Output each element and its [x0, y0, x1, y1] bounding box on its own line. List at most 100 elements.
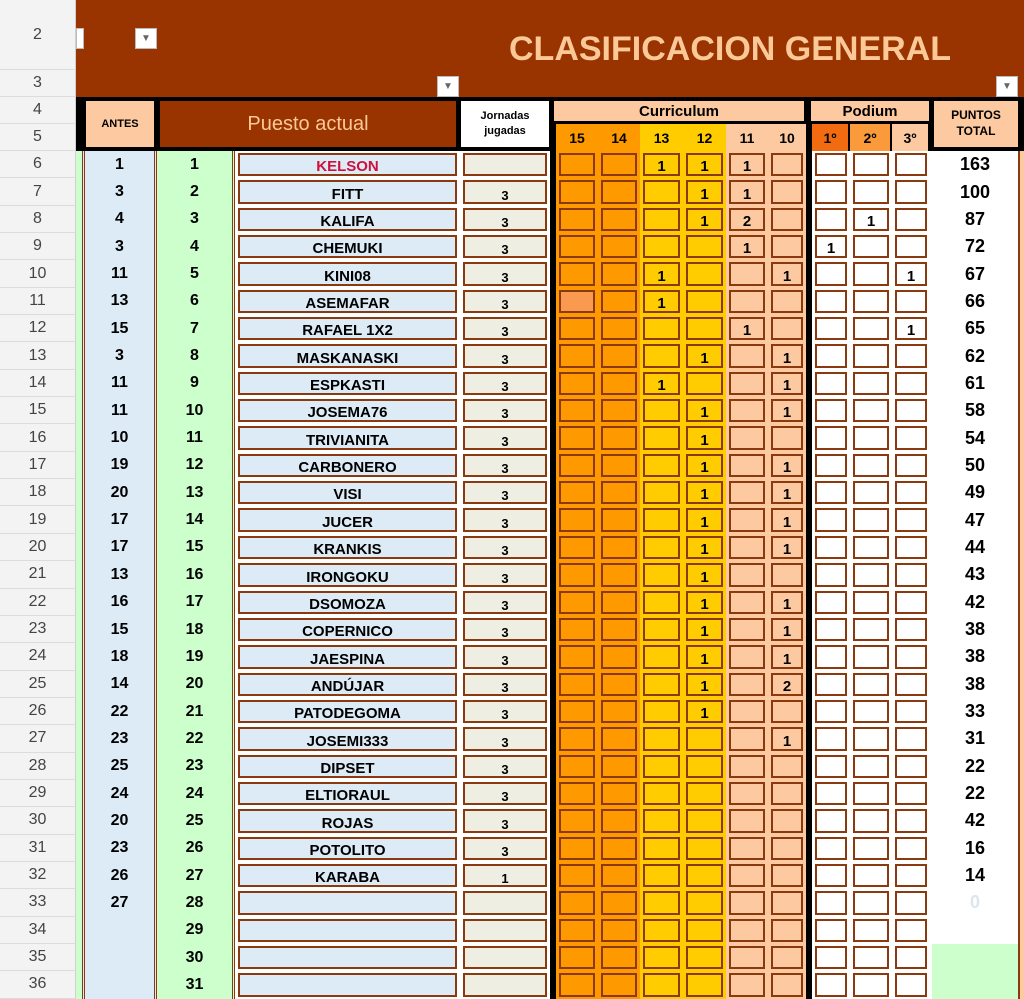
curriculum-cell[interactable]: [598, 342, 640, 370]
podium-cell[interactable]: [812, 451, 850, 480]
curriculum-cell[interactable]: [556, 233, 598, 261]
podium-cell[interactable]: [850, 943, 892, 972]
puesto-cell[interactable]: 13: [157, 479, 235, 507]
podium-cell[interactable]: [812, 151, 850, 179]
podium-cell[interactable]: [850, 697, 892, 726]
curriculum-cell[interactable]: [640, 670, 683, 698]
curriculum-cell[interactable]: [768, 233, 806, 261]
puesto-cell[interactable]: 24: [157, 779, 235, 808]
curriculum-cell[interactable]: [640, 533, 683, 562]
podium-cell[interactable]: [850, 451, 892, 480]
podium-cell[interactable]: [892, 943, 930, 972]
row-header[interactable]: 13: [0, 342, 76, 370]
jornadas-cell[interactable]: 3: [460, 287, 550, 316]
puesto-cell[interactable]: 6: [157, 287, 235, 316]
jornadas-cell[interactable]: 3: [460, 779, 550, 808]
podium-cell[interactable]: [812, 178, 850, 206]
curriculum-cell[interactable]: [726, 916, 768, 944]
curriculum-cell[interactable]: [726, 506, 768, 534]
jornadas-cell[interactable]: 1: [460, 861, 550, 890]
row-header[interactable]: 17: [0, 451, 76, 480]
jornadas-cell[interactable]: 3: [460, 342, 550, 370]
curriculum-cell[interactable]: 1: [640, 369, 683, 398]
podium-cell[interactable]: [812, 807, 850, 835]
podium-cell[interactable]: [850, 615, 892, 644]
antes-cell[interactable]: 11: [82, 260, 157, 288]
antes-cell[interactable]: 18: [82, 643, 157, 671]
curriculum-cell[interactable]: [556, 424, 598, 452]
curriculum-cell[interactable]: [726, 369, 768, 398]
name-cell[interactable]: KALIFA: [235, 205, 460, 234]
row-header[interactable]: 26: [0, 697, 76, 726]
puntos-cell[interactable]: 14: [932, 861, 1018, 890]
curriculum-cell[interactable]: [556, 752, 598, 780]
curriculum-cell[interactable]: [683, 807, 726, 835]
curriculum-cell[interactable]: 1: [726, 233, 768, 261]
curriculum-cell[interactable]: [640, 424, 683, 452]
curriculum-cell[interactable]: [598, 889, 640, 917]
podium-cell[interactable]: [850, 178, 892, 206]
row-header[interactable]: 14: [0, 369, 76, 398]
puesto-cell[interactable]: 23: [157, 752, 235, 780]
curriculum-cell[interactable]: 1: [683, 615, 726, 644]
podium-cell[interactable]: [812, 397, 850, 425]
podium-cell[interactable]: [892, 615, 930, 644]
curriculum-cell[interactable]: 1: [683, 424, 726, 452]
podium-cell[interactable]: [892, 725, 930, 753]
curriculum-cell[interactable]: 1: [683, 588, 726, 616]
curriculum-cell[interactable]: [598, 315, 640, 343]
curriculum-cell[interactable]: [598, 506, 640, 534]
name-cell[interactable]: RAFAEL 1X2: [235, 315, 460, 343]
podium-cell[interactable]: [812, 260, 850, 288]
antes-cell[interactable]: 13: [82, 561, 157, 589]
row-header[interactable]: 15: [0, 397, 76, 425]
row-header[interactable]: 11: [0, 287, 76, 316]
curriculum-cell[interactable]: [556, 178, 598, 206]
curriculum-cell[interactable]: [726, 533, 768, 562]
jornadas-cell[interactable]: 3: [460, 834, 550, 862]
curriculum-cell[interactable]: 1: [683, 643, 726, 671]
puesto-cell[interactable]: 29: [157, 916, 235, 944]
podium-cell[interactable]: [850, 971, 892, 999]
jornadas-cell[interactable]: 3: [460, 369, 550, 398]
curriculum-cell[interactable]: 1: [726, 151, 768, 179]
curriculum-cell[interactable]: [556, 260, 598, 288]
name-cell[interactable]: FITT: [235, 178, 460, 206]
name-cell[interactable]: [235, 889, 460, 917]
puesto-cell[interactable]: 30: [157, 943, 235, 972]
curriculum-cell[interactable]: [768, 971, 806, 999]
curriculum-cell[interactable]: [556, 807, 598, 835]
curriculum-cell[interactable]: [556, 971, 598, 999]
podium-cell[interactable]: [892, 889, 930, 917]
curriculum-cell[interactable]: 1: [768, 506, 806, 534]
puesto-cell[interactable]: 7: [157, 315, 235, 343]
curriculum-cell[interactable]: [683, 971, 726, 999]
puesto-cell[interactable]: 18: [157, 615, 235, 644]
curriculum-cell[interactable]: [598, 697, 640, 726]
podium-cell[interactable]: 1: [850, 205, 892, 234]
curriculum-cell[interactable]: [598, 670, 640, 698]
antes-cell[interactable]: 11: [82, 369, 157, 398]
curriculum-cell[interactable]: [683, 315, 726, 343]
antes-cell[interactable]: 20: [82, 807, 157, 835]
curriculum-cell[interactable]: [598, 779, 640, 808]
curriculum-cell[interactable]: [726, 643, 768, 671]
name-cell[interactable]: JUCER: [235, 506, 460, 534]
puntos-cell[interactable]: 163: [932, 151, 1018, 179]
puesto-cell[interactable]: 11: [157, 424, 235, 452]
row-header[interactable]: 30: [0, 807, 76, 835]
curriculum-cell[interactable]: 1: [768, 588, 806, 616]
puesto-cell[interactable]: 12: [157, 451, 235, 480]
curriculum-cell[interactable]: [640, 697, 683, 726]
antes-cell[interactable]: 17: [82, 506, 157, 534]
podium-cell[interactable]: [812, 315, 850, 343]
curriculum-cell[interactable]: [640, 397, 683, 425]
puesto-cell[interactable]: 15: [157, 533, 235, 562]
curriculum-cell[interactable]: [683, 369, 726, 398]
puesto-cell[interactable]: 25: [157, 807, 235, 835]
curriculum-cell[interactable]: [683, 943, 726, 972]
podium-cell[interactable]: [850, 233, 892, 261]
row-header[interactable]: 23: [0, 615, 76, 644]
curriculum-cell[interactable]: 1: [640, 151, 683, 179]
row-header[interactable]: 31: [0, 834, 76, 862]
